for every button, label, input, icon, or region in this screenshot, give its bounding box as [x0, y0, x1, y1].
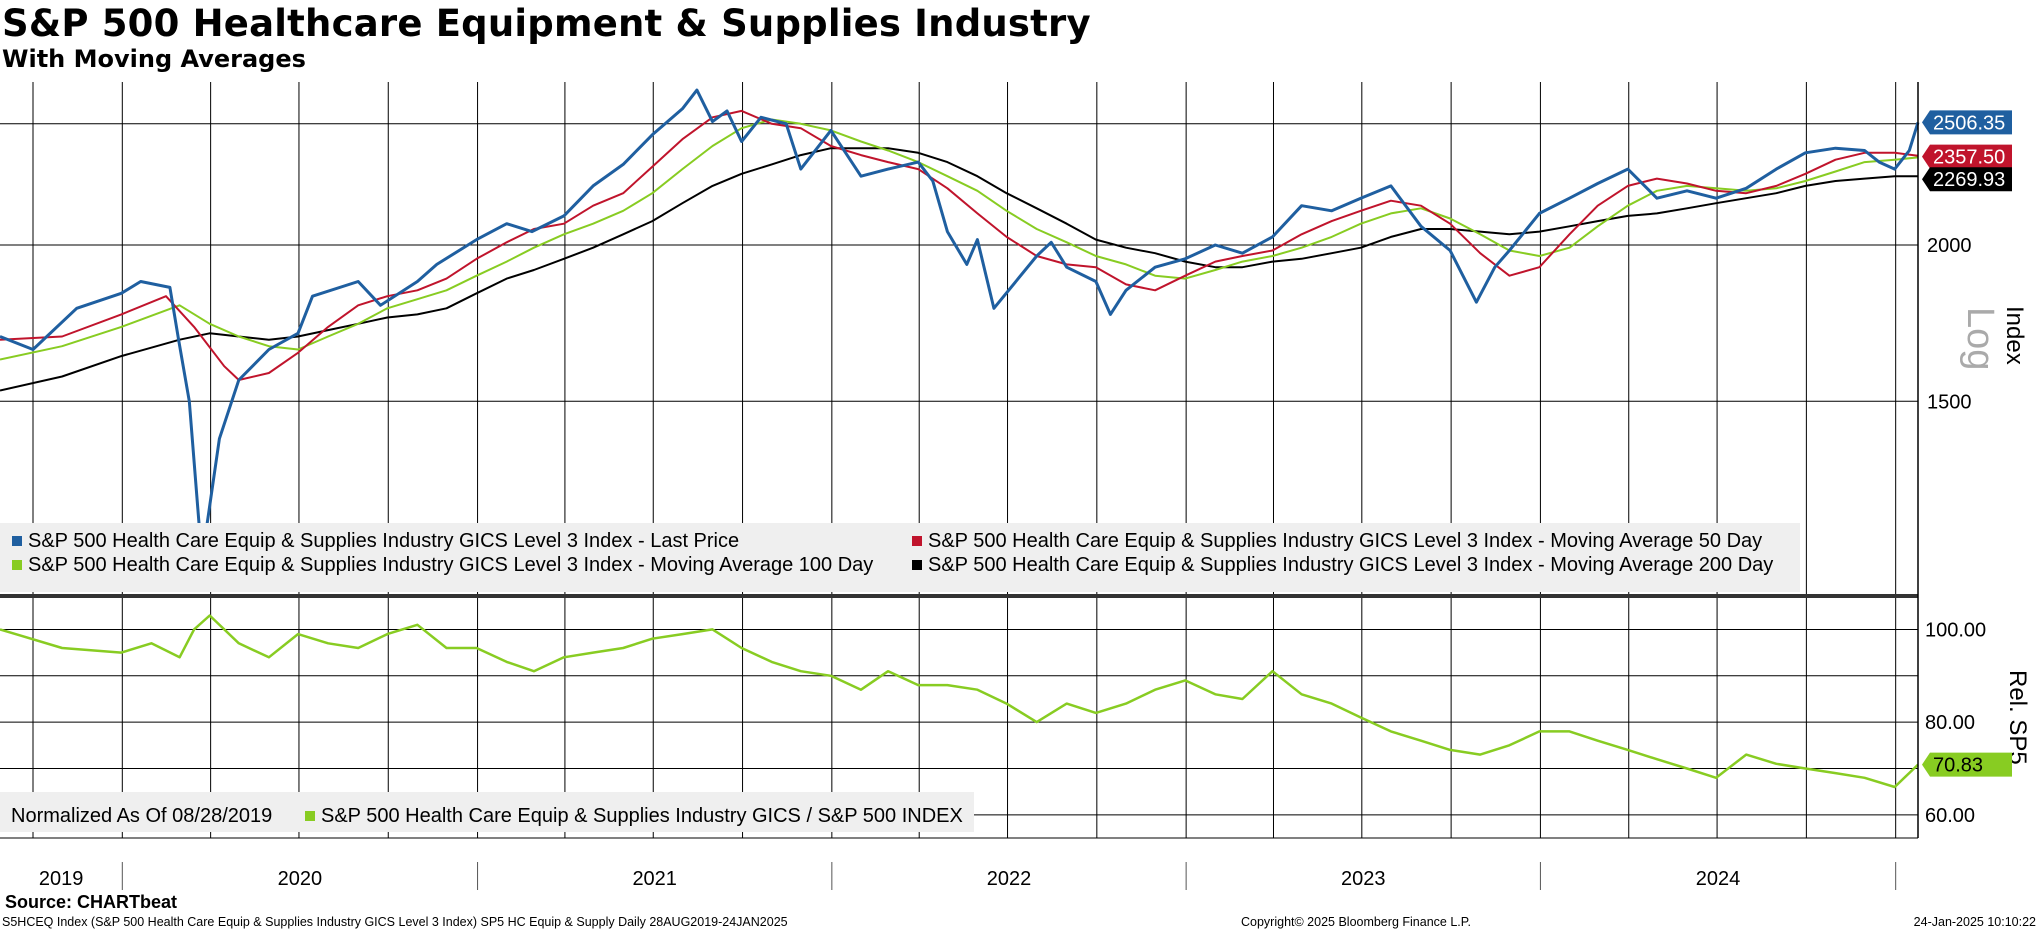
chart-subtitle: With Moving Averages — [2, 45, 306, 73]
log-scale-label: Log — [1959, 307, 2001, 370]
ma200-tag-label: 2269.93 — [1933, 169, 2005, 191]
x-tick-label: 2019 — [39, 868, 84, 890]
lower-y-axis-label: Rel. SP5 — [2004, 670, 2031, 765]
x-tick-label: 2022 — [987, 868, 1032, 890]
legend-label: S&P 500 Health Care Equip & Supplies Ind… — [928, 530, 1762, 552]
chart-title: S&P 500 Healthcare Equipment & Supplies … — [2, 2, 1091, 45]
legend-label: S&P 500 Health Care Equip & Supplies Ind… — [928, 554, 1773, 576]
lower-y-tick-label: 100.00 — [1925, 619, 1986, 641]
relative-series-line — [0, 614, 1919, 789]
last-price-tag-label: 2506.35 — [1933, 112, 2005, 134]
upper-series-group — [0, 88, 1920, 562]
legend-note: Normalized As Of 08/28/2019 — [11, 805, 272, 827]
x-tick-label: 2020 — [278, 868, 323, 890]
lower-legend: Normalized As Of 08/28/2019 S&P 500 Healt… — [0, 792, 974, 832]
series-line — [0, 147, 1918, 392]
legend-label: S&P 500 Health Care Equip & Supplies Ind… — [28, 530, 739, 552]
description-note: S5HCEQ Index (S&P 500 Health Care Equip … — [2, 915, 788, 929]
ma50-tag-label: 2357.50 — [1933, 147, 2005, 169]
series-line — [0, 109, 1919, 381]
lower-y-tick-label: 60.00 — [1925, 805, 1975, 827]
x-tick-label: 2023 — [1341, 868, 1386, 890]
copyright-note: Copyright© 2025 Bloomberg Finance L.P. — [1241, 915, 1471, 929]
lower-y-tick-label: 80.00 — [1925, 712, 1975, 734]
upper-y-tick-label: 2000 — [1927, 235, 1972, 257]
source-note: Source: CHARTbeat — [5, 892, 178, 912]
x-tick-label: 2024 — [1696, 868, 1741, 890]
legend-background — [0, 523, 1800, 592]
x-tick-label: 2021 — [632, 868, 677, 890]
ma50-tag-box — [1922, 144, 2012, 169]
legend-label: S&P 500 Health Care Equip & Supplies Ind… — [28, 554, 873, 576]
relative-tag-label: 70.83 — [1933, 755, 1983, 777]
legend-swatch — [912, 560, 922, 570]
legend-swatch — [305, 811, 315, 821]
series-line — [0, 88, 1920, 562]
axes-group: 2019 2020 2021 2022 2023 2024 2000 1500 100.00 80… — [0, 82, 2031, 890]
upper-y-axis-label: Index — [2001, 306, 2028, 365]
legend-swatch — [12, 560, 22, 570]
ma200-tag-box — [1922, 167, 2012, 192]
upper-y-tick-label: 1500 — [1927, 391, 1972, 413]
lower-series-group — [0, 614, 1919, 789]
legend-background — [0, 792, 974, 832]
timestamp-note: 24-Jan-2025 10:10:22 — [1913, 915, 2036, 929]
relative-tag-box — [1922, 752, 2012, 777]
legend-label: S&P 500 Health Care Equip & Supplies Ind… — [321, 805, 963, 827]
legend-swatch — [12, 536, 22, 546]
last-price-tag-box — [1922, 110, 2012, 135]
upper-legend: S&P 500 Health Care Equip & Supplies Ind… — [0, 523, 1800, 592]
series-line — [0, 118, 1919, 361]
legend-swatch — [912, 536, 922, 546]
upper-grid — [0, 82, 1918, 595]
